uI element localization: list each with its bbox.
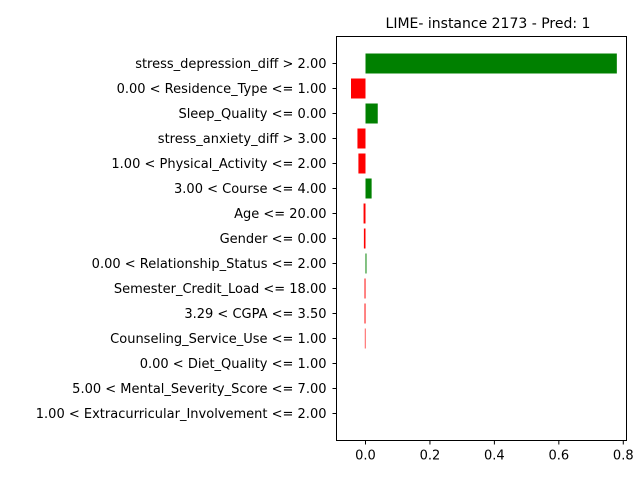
bar-0	[365, 53, 617, 74]
x-tick-label: 0.2	[420, 449, 441, 464]
bar-10	[364, 303, 366, 324]
y-tick-label: 0.00 < Diet_Quality <= 1.00	[140, 357, 327, 372]
y-tick-label: stress_depression_diff > 2.00	[135, 57, 326, 72]
x-tick-label: 0.6	[548, 449, 569, 464]
y-tick-labels: stress_depression_diff > 2.00 0.00 < Resi…	[36, 57, 337, 422]
plot-frame	[336, 36, 627, 441]
bar-3	[357, 128, 366, 149]
x-tick-label: 0.4	[484, 449, 505, 464]
x-axis-ticks: 0.0 0.2 0.4 0.6 0.8	[355, 440, 634, 464]
bar-6	[363, 203, 366, 224]
x-tick-label: 0.0	[355, 449, 376, 464]
y-tick-label: Age <= 20.00	[234, 207, 326, 222]
y-tick-label: 0.00 < Relationship_Status <= 2.00	[92, 257, 327, 272]
bars-layer	[351, 53, 617, 349]
y-tick-label: 3.29 < CGPA <= 3.50	[184, 307, 326, 322]
y-tick-label: Semester_Credit_Load <= 18.00	[114, 282, 327, 297]
bar-8	[365, 253, 367, 274]
y-tick-label: 1.00 < Physical_Activity <= 2.00	[111, 157, 326, 172]
y-tick-label: 1.00 < Extracurricular_Involvement <= 2.…	[36, 407, 327, 422]
y-tick-label: Sleep_Quality <= 0.00	[178, 107, 326, 122]
y-tick-label: Gender <= 0.00	[220, 232, 327, 247]
bar-7	[363, 228, 366, 249]
y-tick-label: stress_anxiety_diff > 3.00	[158, 132, 327, 147]
y-tick-label: Counseling_Service_Use <= 1.00	[110, 332, 326, 347]
bar-11	[364, 328, 366, 349]
bar-5	[365, 178, 372, 199]
chart-title: LIME- instance 2173 - Pred: 1	[386, 16, 591, 32]
bar-9	[364, 278, 366, 299]
bar-2	[365, 103, 378, 124]
bar-4	[358, 153, 366, 174]
y-tick-label: 0.00 < Residence_Type <= 1.00	[117, 82, 327, 97]
y-tick-label: 5.00 < Mental_Severity_Score <= 7.00	[72, 382, 326, 397]
bar-1	[351, 78, 366, 99]
x-tick-label: 0.8	[613, 449, 634, 464]
y-tick-label: 3.00 < Course <= 4.00	[174, 182, 326, 197]
